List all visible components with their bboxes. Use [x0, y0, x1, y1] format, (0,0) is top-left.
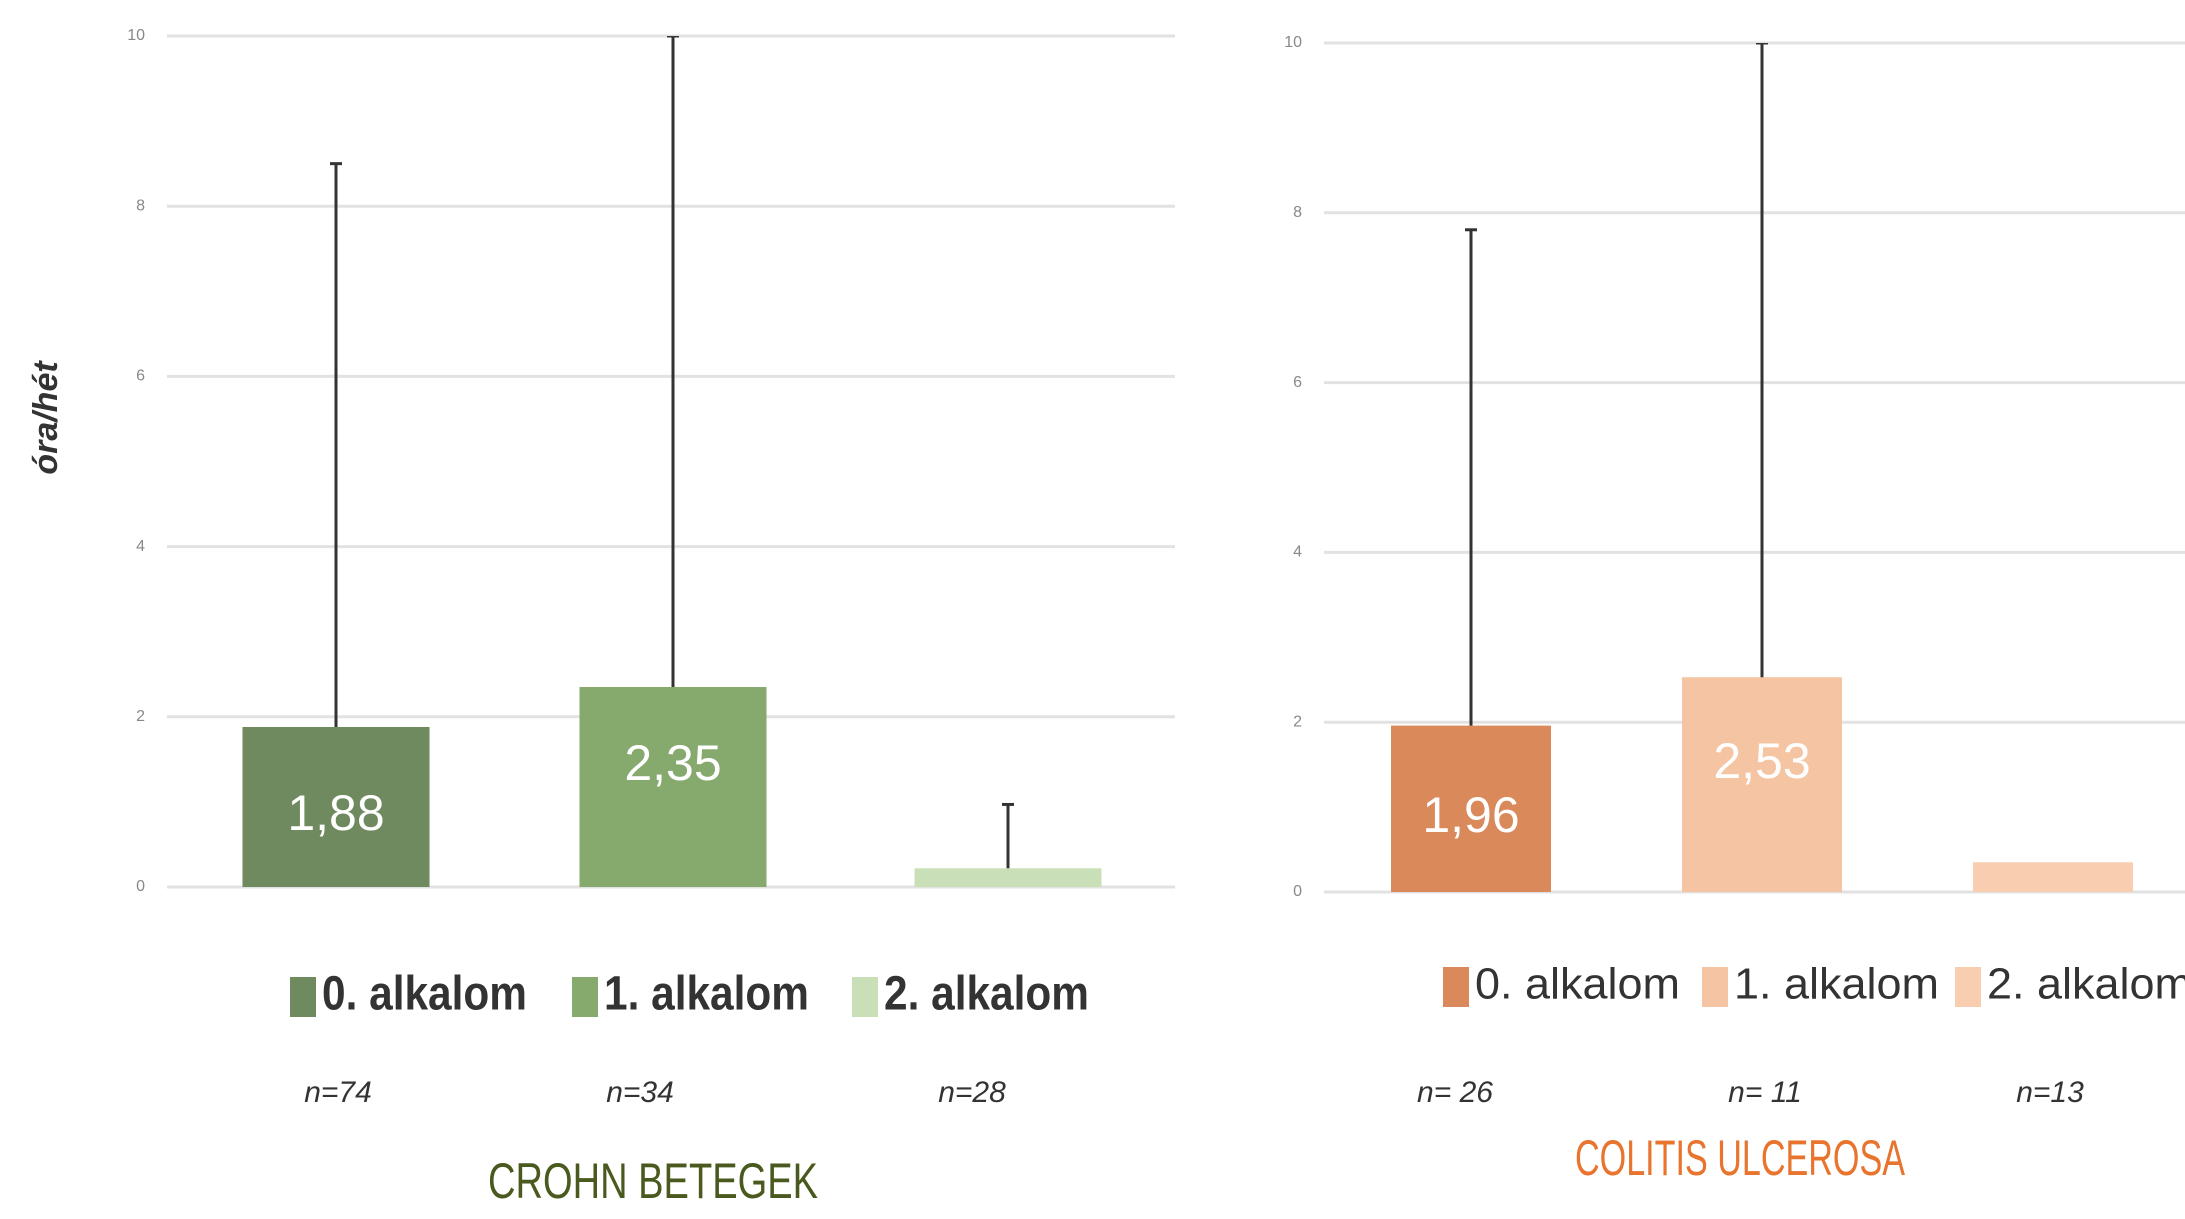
y-tick-label: 6 [1293, 374, 1302, 391]
plot-area [242, 36, 1102, 887]
legend-label: 0. alkalom [1475, 960, 1680, 1009]
data-label: 1,88 [287, 785, 384, 841]
legend-swatch [852, 977, 878, 1017]
bar [579, 687, 767, 887]
legend-swatch [572, 977, 598, 1017]
y-tick-label: 10 [127, 27, 145, 44]
chart-title: COLITIS ULCEROSA [1575, 1130, 1905, 1186]
bar [242, 727, 430, 887]
y-tick-label: 8 [136, 197, 145, 214]
legend-label: 1. alkalom [1734, 960, 1939, 1009]
n-label: n=34 [606, 1076, 674, 1109]
y-tick-label: 8 [1293, 204, 1302, 221]
legend-swatch [1443, 967, 1469, 1007]
data-label: 2,35 [624, 735, 721, 791]
legend-label: 2. alkalom [1987, 960, 2185, 1009]
y-tick-label: 2 [136, 708, 145, 725]
legend-swatch [1702, 967, 1728, 1007]
legend-label: 0. alkalom [322, 968, 527, 1021]
legend-label: 2. alkalom [884, 968, 1089, 1021]
y-tick-label: 0 [136, 878, 145, 895]
n-label: n= 26 [1417, 1076, 1493, 1109]
bar [914, 868, 1102, 887]
chart-title: CROHN BETEGEK [488, 1153, 818, 1209]
y-tick-label: 2 [1293, 713, 1302, 730]
legend-label: 1. alkalom [604, 968, 809, 1021]
n-label: n=13 [2016, 1076, 2084, 1109]
n-label: n=28 [938, 1076, 1006, 1109]
n-label: n=74 [304, 1076, 372, 1109]
y-tick-label: 10 [1284, 34, 1302, 51]
n-label: n= 11 [1728, 1076, 1802, 1109]
bar [1391, 725, 1551, 892]
data-label: 2,53 [1713, 733, 1810, 789]
y-tick-label: 4 [136, 538, 145, 555]
legend-swatch [1955, 967, 1981, 1007]
y-axis-label: óra/hét [27, 360, 65, 475]
legend-swatch [290, 977, 316, 1017]
bar [1682, 677, 1842, 892]
bar [1973, 862, 2133, 892]
y-tick-label: 6 [136, 368, 145, 385]
y-tick-label: 4 [1293, 544, 1302, 561]
data-label: 1,96 [1422, 787, 1519, 843]
y-tick-label: 0 [1293, 883, 1302, 900]
plot-area [1391, 43, 2133, 892]
